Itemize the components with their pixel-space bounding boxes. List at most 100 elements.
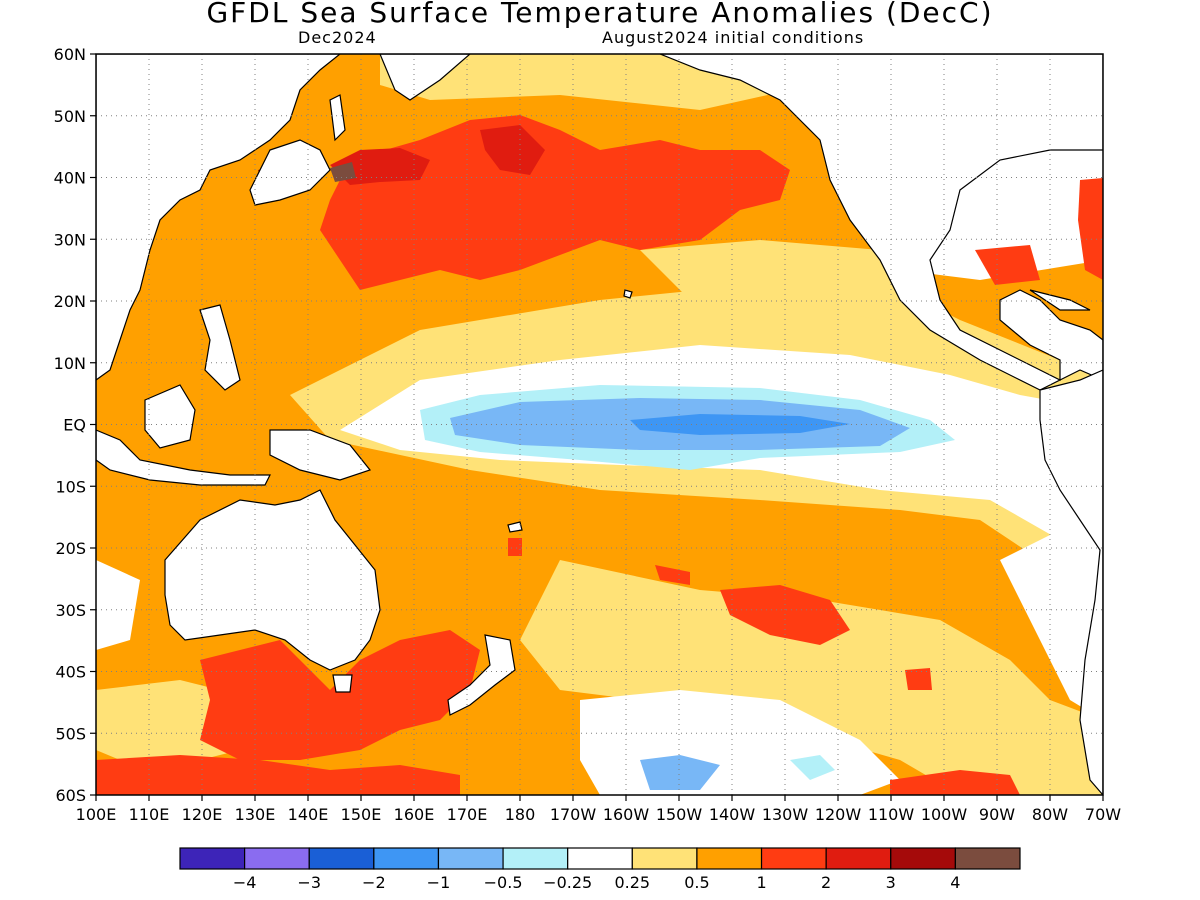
- field-warm-small-spot-2: [905, 668, 932, 690]
- lat-tick-label: 60N: [54, 45, 86, 64]
- field-warm-north-band: [320, 115, 790, 290]
- field-warm-south-tasman: [96, 755, 460, 795]
- colorbar-label: −2: [362, 873, 386, 892]
- lat-tick-label: 20S: [55, 539, 86, 558]
- land-japan: [249, 139, 331, 206]
- lat-tick-label: 50N: [54, 107, 86, 126]
- colorbar: −4 −3 −2 −1 −0.5 −0.25 0.25 0.5 1 2 3 4: [179, 847, 1021, 892]
- colorbar-swatch: [308, 847, 375, 870]
- land-philippines: [199, 304, 241, 391]
- land-hawaii: [623, 289, 633, 299]
- field-warm-small-spot-3: [508, 538, 522, 556]
- colorbar-label: 3: [886, 873, 896, 892]
- field-yellow-north-fringe: [380, 54, 790, 110]
- colorbar-swatch: [890, 847, 956, 870]
- lat-tick-label: 30S: [55, 601, 86, 620]
- field-cold-southern-ocean-2: [790, 755, 835, 780]
- field-yellow-south-subtropics: [520, 560, 1103, 795]
- lon-tick-label: 140E: [288, 805, 329, 824]
- colorbar-label: −4: [233, 873, 257, 892]
- lon-tick-label: 160E: [394, 805, 435, 824]
- colorbar-label: −0.5: [484, 873, 523, 892]
- colorbar-swatch: [244, 847, 310, 870]
- lon-tick-label: 100E: [76, 805, 117, 824]
- field-warm-southern-east: [890, 770, 1020, 795]
- lat-tick-label: 40N: [54, 169, 86, 188]
- field-cold-core: [630, 414, 850, 435]
- lon-tick-label: 100W: [921, 805, 968, 824]
- lon-tick-label: 110E: [129, 805, 170, 824]
- lat-tick-label: 20N: [54, 292, 86, 311]
- lon-tick-label: 70W: [1085, 805, 1121, 824]
- lon-tick-label: 170W: [550, 805, 597, 824]
- lon-tick-label: 90W: [979, 805, 1015, 824]
- land-cuba: [1029, 289, 1091, 311]
- field-warm-atlantic: [1078, 178, 1103, 280]
- land-asia-north: [96, 54, 341, 381]
- field-warm-small-spot-1: [655, 565, 690, 585]
- forecast-month: Dec2024: [298, 28, 377, 47]
- latitude-axis: 60N 50N 40N 30N 20N 10N EQ 10S 20S 30S 40S 50S 60S: [54, 45, 96, 805]
- lat-tick-label: 10N: [54, 354, 86, 373]
- chart-title: GFDL Sea Surface Temperature Anomalies (…: [206, 0, 994, 29]
- colorbar-swatch: [502, 847, 569, 870]
- land-sumatra-java: [96, 429, 271, 486]
- land-tasmania: [332, 674, 353, 693]
- lon-tick-label: 120W: [815, 805, 862, 824]
- longitude-axis: 100E 110E 120E 130E 140E 150E 160E 170E 180 170W 1…: [76, 795, 1121, 824]
- land-borneo: [144, 384, 196, 449]
- coastlines: [96, 54, 1103, 795]
- land-kamchatka: [379, 54, 471, 101]
- colorbar-swatch: [825, 847, 892, 870]
- lon-tick-label: 130E: [235, 805, 276, 824]
- lat-tick-label: 50S: [55, 724, 86, 743]
- land-australia: [164, 489, 381, 671]
- land-new-guinea: [269, 429, 372, 481]
- colorbar-label: −1: [427, 873, 451, 892]
- lon-tick-label: 110W: [868, 805, 915, 824]
- colorbar-label: 1: [756, 873, 766, 892]
- field-warm-midlat-dark: [480, 125, 545, 175]
- field-warm-south-australia: [200, 630, 480, 760]
- field-warm-se-pacific: [720, 585, 850, 645]
- lon-tick-label: 160W: [603, 805, 650, 824]
- grid-lines: [96, 54, 1103, 795]
- colorbar-label: 2: [821, 873, 831, 892]
- land-fiji: [507, 521, 523, 533]
- field-neutral-southeast: [1000, 530, 1103, 720]
- colorbar-label: 0.5: [684, 873, 709, 892]
- lon-tick-label: 130W: [762, 805, 809, 824]
- colorbar-swatch: [696, 847, 763, 870]
- colorbar-label: 0.25: [614, 873, 650, 892]
- lat-tick-label: 60S: [55, 786, 86, 805]
- field-cold-southern-ocean: [640, 755, 720, 790]
- lat-tick-label: 40S: [55, 663, 86, 682]
- lon-tick-label: 150E: [341, 805, 382, 824]
- colorbar-swatch: [437, 847, 504, 870]
- field-warm-gulf: [975, 245, 1040, 285]
- lat-tick-label: 10S: [55, 477, 86, 496]
- lat-tick-label: EQ: [63, 416, 86, 435]
- colorbar-label: −3: [297, 873, 321, 892]
- initial-conditions-label: August2024 initial conditions: [602, 28, 865, 47]
- lon-tick-label: 80W: [1032, 805, 1068, 824]
- colorbar-swatch: [760, 847, 827, 870]
- colorbar-swatch: [373, 847, 440, 870]
- lon-tick-label: 170E: [447, 805, 488, 824]
- lon-tick-label: 120E: [182, 805, 223, 824]
- land-sakhalin: [329, 94, 346, 142]
- land-south-america: [1039, 369, 1103, 795]
- colorbar-label: 4: [950, 873, 960, 892]
- lat-tick-label: 30N: [54, 230, 86, 249]
- colorbar-swatch: [631, 847, 698, 870]
- lon-tick-label: 150W: [656, 805, 703, 824]
- colorbar-swatch: [179, 847, 246, 870]
- lon-tick-label: 180: [505, 805, 536, 824]
- field-neutral-sw-edge: [96, 560, 140, 650]
- lon-tick-label: 140W: [709, 805, 756, 824]
- colorbar-swatch: [954, 847, 1021, 870]
- colorbar-swatch: [567, 847, 633, 870]
- land-new-zealand: [447, 634, 516, 716]
- colorbar-label: −0.25: [543, 873, 592, 892]
